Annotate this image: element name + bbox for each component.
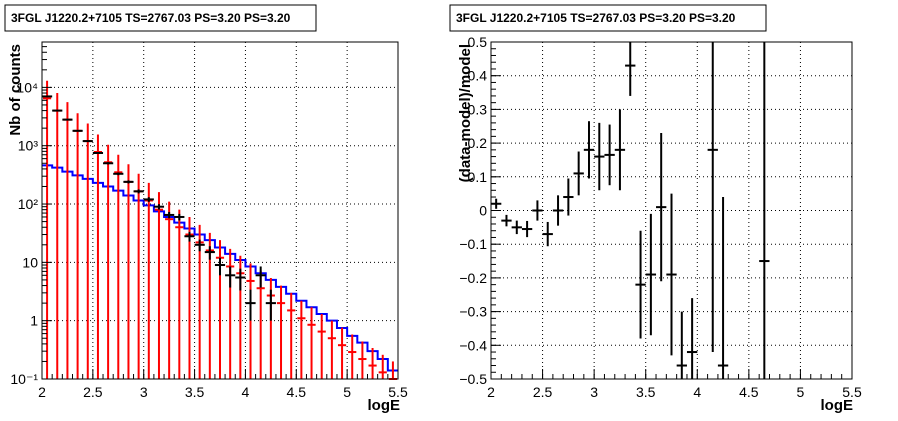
chart-title: 3FGL J1220.2+7105 TS=2767.03 PS=3.20 PS=… <box>456 11 736 25</box>
title-box <box>4 4 317 32</box>
x-tick-label: 4.5 <box>739 384 759 400</box>
x-tick-label: 5 <box>797 384 805 400</box>
y-tick-label: −0.1 <box>459 236 487 252</box>
y-tick-label: −0.2 <box>459 270 487 286</box>
grid-lines <box>42 42 398 379</box>
y-tick-label: 10 <box>22 254 38 270</box>
y-tick-label: −0.3 <box>459 304 487 320</box>
x-axis-title: logE <box>821 397 854 414</box>
y-tick-label: 0.4 <box>468 68 488 84</box>
x-tick-label: 2 <box>487 384 495 400</box>
y-axis-title: (data-model)/model <box>457 44 474 182</box>
x-tick-label: 2.5 <box>533 384 553 400</box>
x-tick-label: 2.5 <box>83 384 103 400</box>
title-box <box>449 4 767 32</box>
y-tick-label: 0.2 <box>468 135 488 151</box>
x-tick-label: 5.5 <box>388 384 408 400</box>
y-tick-label: 10⁴ <box>16 79 38 95</box>
x-tick-label: 3 <box>140 384 148 400</box>
y-tick-label: 10³ <box>18 138 39 154</box>
x-tick-label: 4 <box>242 384 250 400</box>
y-axis-title: Nb of counts <box>7 44 24 136</box>
x-tick-label: 4 <box>693 384 701 400</box>
x-tick-label: 3 <box>590 384 598 400</box>
x-tick-label: 5.5 <box>842 384 862 400</box>
residual-panel: 3FGL J1220.2+7105 TS=2767.03 PS=3.20 PS=… <box>449 4 862 414</box>
y-tick-label: −0.4 <box>459 337 487 353</box>
x-axis-title: logE <box>368 397 401 414</box>
x-tick-label: 3.5 <box>636 384 656 400</box>
residual-series <box>491 42 770 379</box>
axis-ticks: 2 2.5 3 3.5 4 4.5 5 5.5 −0.5 −0.4 −0.3 −0.2 −0.1 0 0.1… <box>459 34 862 400</box>
y-tick-label: 0.3 <box>468 101 488 117</box>
counts-panel: 3FGL J1220.2+7105 TS=2767.03 PS=3.20 PS=… <box>4 4 408 414</box>
y-tick-label: 0.1 <box>468 169 488 185</box>
y-tick-label: 1 <box>30 313 38 329</box>
axis-ticks: 2 2.5 3 3.5 4 4.5 5 5.5 10⁻¹ 1 10 10² 10³ 10⁴ <box>10 41 408 400</box>
y-tick-label: 10⁻¹ <box>10 371 38 387</box>
model-series <box>43 80 397 380</box>
y-tick-label: 10² <box>18 196 39 212</box>
chart-title: 3FGL J1220.2+7105 TS=2767.03 PS=3.20 PS=… <box>11 11 291 25</box>
x-tick-label: 5 <box>343 384 351 400</box>
y-tick-label: 0.5 <box>468 34 488 50</box>
y-tick-label: 0 <box>479 203 487 219</box>
y-tick-label: −0.5 <box>459 371 487 387</box>
x-tick-label: 3.5 <box>185 384 205 400</box>
x-tick-label: 2 <box>38 384 46 400</box>
plot-frame <box>41 41 399 380</box>
x-tick-label: 4.5 <box>287 384 307 400</box>
